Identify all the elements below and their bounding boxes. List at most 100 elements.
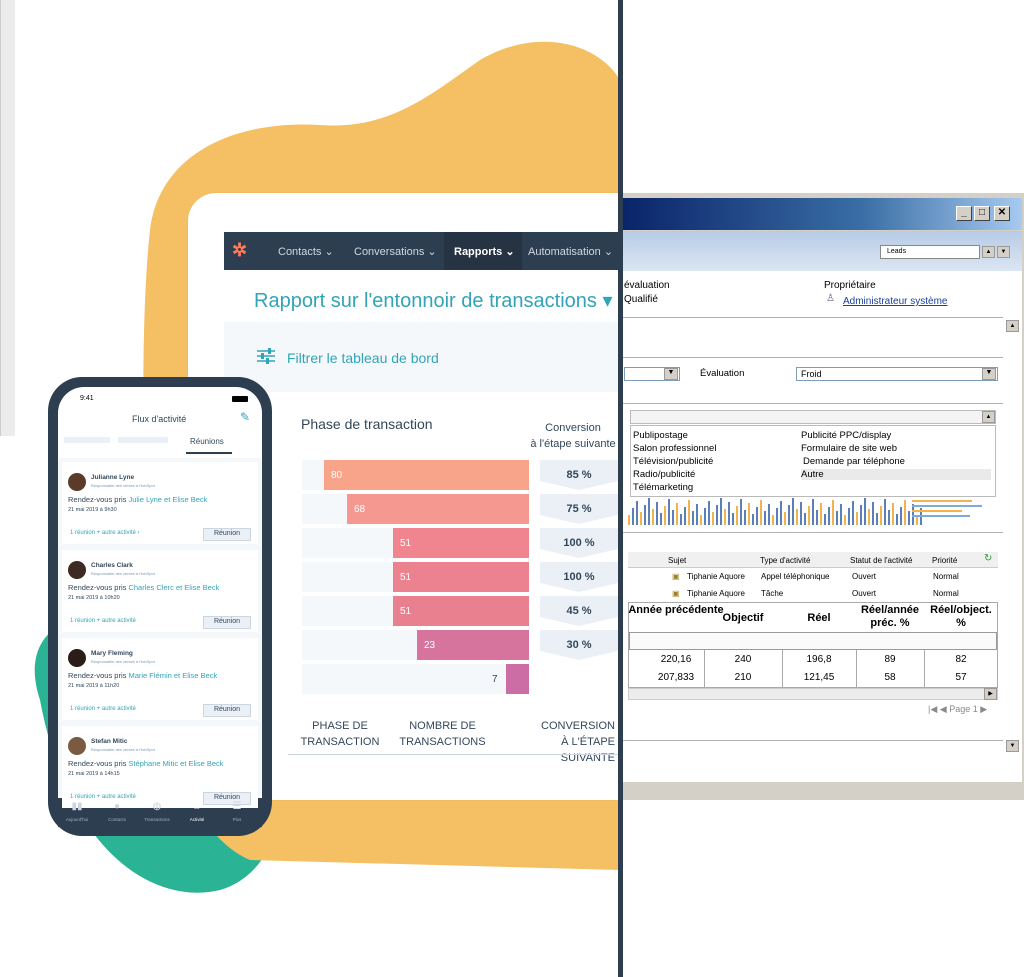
horizontal-scrollbar[interactable] <box>628 688 998 700</box>
lead-source-option[interactable]: Salon professionnel <box>633 443 717 454</box>
vertical-scrollbar[interactable] <box>0 0 15 436</box>
nav-icon-aujourdhui[interactable]: ▮▮ <box>71 801 83 812</box>
lead-source-option[interactable]: Publipostage <box>633 430 688 441</box>
lead-source-option[interactable]: Autre <box>801 469 991 480</box>
meeting-people[interactable]: Marie Flémin et Elise Beck <box>128 671 218 680</box>
owner-link[interactable]: Administrateur système <box>843 296 948 307</box>
meeting-people[interactable]: Julie Lyne et Elise Beck <box>128 495 208 504</box>
col-conversion[interactable]: CONVERSION À L'ÉTAPE SUIVANTE <box>541 720 615 764</box>
mini-bar <box>684 507 686 525</box>
col-count[interactable]: NOMBRE DE TRANSACTIONS <box>399 720 486 748</box>
grid-cell[interactable]: Normal <box>933 572 959 581</box>
mini-bar <box>808 506 810 525</box>
funnel-bar[interactable]: 51 <box>393 528 529 558</box>
grid-col-status[interactable]: Statut de l'activité <box>850 556 913 565</box>
avatar <box>68 473 86 491</box>
nav-automatisation[interactable]: Automatisation ⌄ <box>528 246 614 258</box>
scroll-down-icon[interactable]: ▼ <box>1006 740 1019 752</box>
filter-dashboard-link[interactable]: Filtrer le tableau de bord <box>287 350 439 366</box>
grid-cell[interactable]: Tâche <box>761 589 784 598</box>
meeting-button[interactable]: Réunion <box>203 616 251 629</box>
hubspot-sprocket-icon[interactable]: ✲ <box>232 240 248 260</box>
activity-link[interactable]: 1 réunion + autre activité <box>70 706 136 712</box>
meeting-people[interactable]: Charles Clerc et Elise Beck <box>128 583 220 592</box>
contact-name[interactable]: Julianne Lyne <box>91 474 135 481</box>
filter-icon[interactable] <box>257 348 275 364</box>
activity-link[interactable]: 1 réunion + autre activité <box>70 794 136 800</box>
grid-cell[interactable]: Normal <box>933 589 959 598</box>
nav-icon-transactions[interactable]: ◍ <box>152 801 162 812</box>
scroll-right-icon[interactable]: ▶ <box>984 688 997 700</box>
grid-cell[interactable]: Tiphanie Aquore <box>687 589 745 598</box>
maximize-button[interactable]: □ <box>974 206 990 221</box>
funnel-bar[interactable]: 51 <box>393 562 529 592</box>
lead-source-option[interactable]: Télévision/publicité <box>633 456 714 467</box>
lead-source-option[interactable]: Radio/publicité <box>633 469 696 480</box>
record-type-select[interactable]: Leads <box>880 245 980 259</box>
list-scroll-icon[interactable]: ▲ <box>982 411 995 423</box>
refresh-icon[interactable]: ↻ <box>984 553 993 564</box>
filter-bar <box>224 322 622 392</box>
pager[interactable]: |◀ ◀ Page 1 ▶ <box>928 704 988 714</box>
table-header[interactable]: Objectif <box>722 612 764 624</box>
nav-label[interactable]: Activité <box>189 817 205 822</box>
nav-conversations[interactable]: Conversations ⌄ <box>354 246 437 258</box>
lead-source-option[interactable]: Publicité PPC/display <box>801 430 892 441</box>
rating-select[interactable]: Froid <box>796 367 998 381</box>
col-phase[interactable]: PHASE DE TRANSACTION <box>300 720 380 748</box>
funnel-bar[interactable]: 23 <box>417 630 529 660</box>
chevron-down-icon[interactable]: ▼ <box>982 368 996 380</box>
activity-link[interactable]: 1 réunion + autre activité › <box>70 530 140 536</box>
nav-label[interactable]: Aujourd'hui <box>65 817 89 822</box>
mini-bar <box>668 499 670 525</box>
grid-cell[interactable]: Appel téléphonique <box>761 572 830 581</box>
contact-name[interactable]: Mary Fleming <box>91 650 133 657</box>
funnel-bar[interactable]: 68 <box>347 494 529 524</box>
grid-cell[interactable]: Ouvert <box>852 572 877 581</box>
funnel-bar[interactable]: 80 <box>324 460 529 490</box>
table-header[interactable]: Réel/object. % <box>930 604 992 629</box>
nav-label[interactable]: Transactions <box>144 817 170 822</box>
grid-col-priority[interactable]: Priorité <box>932 556 958 565</box>
nav-rapports[interactable]: Rapports ⌄ <box>444 232 522 270</box>
funnel-bar[interactable]: 51 <box>393 596 529 626</box>
meeting-button[interactable]: Réunion <box>203 792 251 805</box>
nav-contacts[interactable]: Contacts ⌄ <box>278 246 334 258</box>
grid-cell[interactable]: Ouvert <box>852 589 877 598</box>
table-header[interactable]: Réel <box>807 612 831 624</box>
close-button[interactable]: ✕ <box>994 206 1010 221</box>
tab-meetings[interactable]: Réunions <box>190 437 224 446</box>
table-header[interactable]: Année précédente <box>628 604 724 616</box>
nav-label[interactable]: Contacts <box>108 817 126 822</box>
scroll-up-icon[interactable]: ▲ <box>1006 320 1019 332</box>
grid-cell[interactable]: Tiphanie Aquore <box>687 572 745 581</box>
activity-link[interactable]: 1 réunion + autre activité <box>70 618 136 624</box>
nav-icon-activit[interactable]: ⌂ <box>193 801 201 812</box>
minimize-button[interactable]: _ <box>956 206 972 221</box>
meeting-button[interactable]: Réunion <box>203 528 251 541</box>
grid-col-type[interactable]: Type d'activité <box>760 556 811 565</box>
table-header[interactable]: Réel/année préc. % <box>860 604 920 629</box>
contact-name[interactable]: Stefan Mitic <box>91 738 128 745</box>
mini-bar <box>720 498 722 525</box>
split-divider <box>618 0 623 977</box>
report-title[interactable]: Rapport sur l'entonnoir de transactions … <box>254 290 613 312</box>
meeting-people[interactable]: Stéphane Mitic et Elise Beck <box>128 759 224 768</box>
contact-name[interactable]: Charles Clark <box>91 562 133 569</box>
grid-col-subject[interactable]: Sujet <box>668 556 687 565</box>
lead-source-list[interactable] <box>630 425 996 497</box>
nav-icon-plus[interactable]: ☰ <box>232 801 242 812</box>
mini-bar <box>780 501 782 525</box>
meeting-button[interactable]: Réunion <box>203 704 251 717</box>
chevron-down-icon[interactable]: ▼ <box>664 368 678 380</box>
up-arrow-icon[interactable]: ▲ <box>982 246 995 258</box>
nav-icon-contacts[interactable]: ● <box>113 801 121 812</box>
funnel-bar[interactable]: 7 <box>492 664 529 694</box>
lead-source-option[interactable]: Demande par téléphone <box>803 456 905 467</box>
owner-label: Propriétaire <box>824 280 876 291</box>
down-arrow-icon[interactable]: ▼ <box>997 246 1010 258</box>
lead-source-option[interactable]: Télémarketing <box>633 482 694 493</box>
nav-label[interactable]: Plus <box>232 817 242 822</box>
lead-source-option[interactable]: Formulaire de site web <box>801 443 898 454</box>
compose-icon[interactable]: ✎ <box>240 410 251 424</box>
